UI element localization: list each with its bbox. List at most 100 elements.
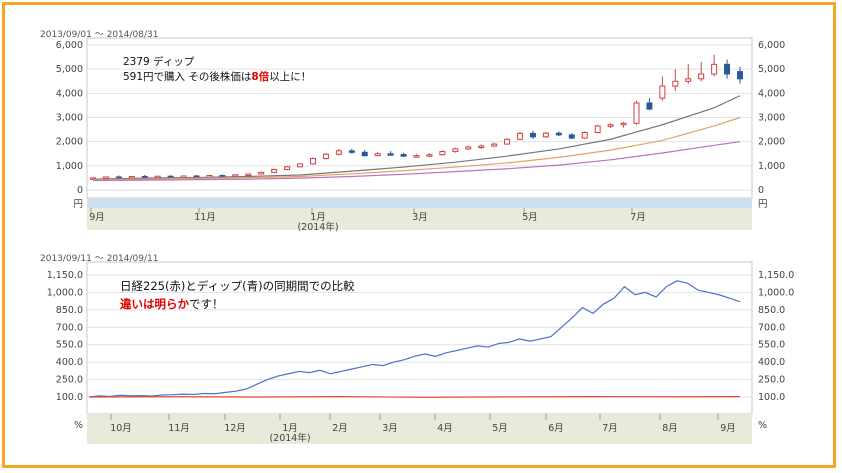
top-ytick-right: 6,000 [758, 40, 785, 51]
bottom-plot-area [86, 261, 753, 415]
bottom-xtick-label: 3月 [382, 423, 398, 434]
bottom-ytick-left: 1,150.0 [47, 270, 83, 281]
bottom-annotation-post: です！ [189, 297, 224, 311]
bottom-annotation-line2: 違いは明らかです！ [120, 295, 355, 313]
candle-body [452, 148, 459, 153]
candle-body [413, 155, 420, 158]
candle-body [607, 124, 614, 127]
bottom-xtick-label: 8月 [662, 423, 678, 434]
candle-body [659, 85, 666, 99]
comparison-series-line [88, 280, 741, 398]
bottom-xtick-label: 10月 [110, 423, 132, 434]
candle-body [387, 153, 394, 156]
top-xtick-label: 11月 [194, 212, 216, 223]
candle-body [711, 63, 718, 75]
comparison-series-line [88, 396, 741, 398]
candle-body [102, 176, 109, 179]
candle-body [361, 151, 368, 157]
top-xtick-label: 3月 [412, 212, 428, 223]
candle-body [232, 174, 239, 177]
bottom-xtick-label: 6月 [548, 423, 564, 434]
top-ytick-left: 1,000 [56, 161, 83, 172]
bottom-ytick-right: 1,150.0 [758, 270, 794, 281]
candle-body [517, 132, 524, 140]
candle-body [348, 150, 355, 153]
candle-body [633, 102, 640, 124]
moving-average-line [92, 95, 741, 180]
candle-body [284, 166, 291, 170]
top-xtick-label: 7月 [630, 212, 646, 223]
bottom-annotation-line1: 日経225(赤)とディップ(青)の同期間での比較 [120, 279, 355, 293]
candle-body [478, 145, 485, 149]
candle-body [737, 71, 743, 80]
bottom-ytick-left: 850.0 [56, 305, 83, 316]
candle-body [400, 153, 407, 157]
top-ytick-right: 3,000 [758, 113, 785, 124]
top-ytick-left: 5,000 [56, 64, 83, 75]
top-ytick-right: 0 [758, 185, 764, 196]
candle-body [555, 132, 562, 136]
top-xtick-label: 1月 [310, 212, 326, 223]
top-xtick-label: 5月 [522, 212, 538, 223]
top-annotation-pre: 591円で購入 その後株価は [123, 71, 252, 83]
candle-body [620, 122, 627, 126]
candle-body [426, 154, 433, 157]
bottom-ytick-left: 400.0 [56, 357, 83, 368]
candle-body [439, 151, 446, 156]
bottom-ytick-left: 100.0 [56, 392, 83, 403]
top-date-range: 2013/09/01 ～ 2014/08/31 [40, 30, 159, 40]
candle-body [271, 168, 278, 173]
moving-average-line [92, 141, 741, 182]
bottom-unit-left: % [74, 420, 83, 431]
candle-body [322, 153, 329, 160]
top-ytick-right: 2,000 [758, 137, 785, 148]
top-bottom-band [87, 198, 752, 208]
bottom-xtick-label: 9月 [720, 423, 736, 434]
candle-body [335, 150, 342, 155]
top-xsub-label: (2014年) [297, 221, 338, 233]
bottom-xtick-label: 1月 [282, 423, 298, 434]
bottom-xtick-label: 2月 [332, 423, 348, 434]
top-x-band [87, 208, 752, 230]
bottom-xtick-label: 11月 [168, 423, 190, 434]
bottom-date-range: 2013/09/11 ～ 2014/09/11 [40, 254, 159, 264]
candle-body [698, 73, 705, 80]
bottom-xtick-label: 7月 [602, 423, 618, 434]
bottom-xtick-label: 4月 [437, 423, 453, 434]
candle-body [297, 163, 304, 168]
top-ytick-right: 4,000 [758, 88, 785, 99]
candle-body [581, 131, 588, 139]
bottom-ytick-right: 100.0 [758, 392, 785, 403]
bottom-ytick-right: 700.0 [758, 322, 785, 333]
bottom-ytick-left: 250.0 [56, 375, 83, 386]
top-ytick-left: 6,000 [56, 40, 83, 51]
candle-body [128, 175, 135, 179]
top-annotation-line1: 2379 ディップ [123, 56, 195, 68]
bottom-ytick-left: 550.0 [56, 340, 83, 351]
candle-body [594, 125, 601, 133]
top-ytick-left: 2,000 [56, 137, 83, 148]
bottom-ytick-right: 250.0 [758, 375, 785, 386]
top-unit-right: 円 [758, 199, 768, 210]
top-annotation-emphasis: 8倍 [251, 71, 270, 83]
candle-body [309, 158, 316, 165]
candle-body [491, 143, 498, 147]
top-ytick-right: 1,000 [758, 161, 785, 172]
top-unit-left: 円 [73, 199, 83, 210]
bottom-xtick-label: 5月 [492, 423, 508, 434]
bottom-x-band [87, 414, 752, 444]
candle-body [672, 80, 679, 87]
top-ytick-left: 4,000 [56, 88, 83, 99]
candle-body [258, 171, 265, 175]
bottom-ytick-right: 550.0 [758, 340, 785, 351]
outer-frame [2, 2, 836, 468]
bottom-annotation-emphasis: 違いは明らか [120, 297, 189, 311]
bottom-annotation: 日経225(赤)とディップ(青)の同期間での比較 違いは明らかです！ [120, 277, 355, 313]
bottom-ytick-left: 700.0 [56, 322, 83, 333]
top-annotation-line2: 591円で購入 その後株価は8倍以上に！ [123, 70, 311, 85]
bottom-xsub-label: (2014年) [269, 432, 310, 444]
candle-body [245, 173, 252, 177]
candle-body [374, 153, 381, 157]
candle-body [465, 146, 472, 150]
